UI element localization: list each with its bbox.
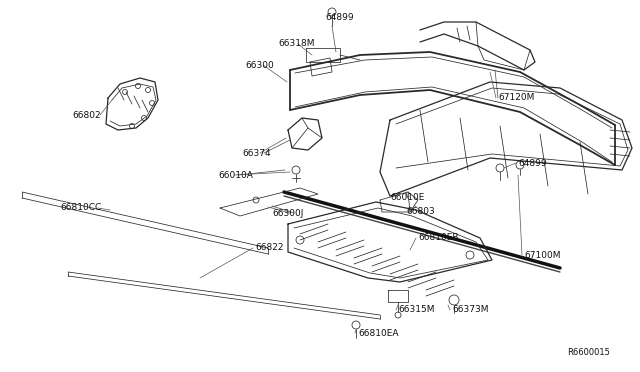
Text: 66810EA: 66810EA <box>358 328 399 337</box>
Text: 66822: 66822 <box>255 244 284 253</box>
Text: 67120M: 67120M <box>498 93 534 103</box>
Text: 66374: 66374 <box>242 148 271 157</box>
Text: 66810EB: 66810EB <box>418 234 458 243</box>
Text: 64899: 64899 <box>325 13 354 22</box>
Text: 64899: 64899 <box>518 158 547 167</box>
Text: 67100M: 67100M <box>524 250 561 260</box>
Text: 66318M: 66318M <box>278 39 314 48</box>
Text: 66010A: 66010A <box>218 170 253 180</box>
Text: 66300J: 66300J <box>272 208 303 218</box>
Text: 66315M: 66315M <box>398 305 435 314</box>
Text: 66810CC: 66810CC <box>60 203 101 212</box>
Text: 66010E: 66010E <box>390 193 424 202</box>
Text: 66373M: 66373M <box>452 305 488 314</box>
Text: 66300: 66300 <box>245 61 274 70</box>
Text: R6600015: R6600015 <box>567 348 610 357</box>
Text: 66803: 66803 <box>406 208 435 217</box>
Text: 66802: 66802 <box>72 110 100 119</box>
